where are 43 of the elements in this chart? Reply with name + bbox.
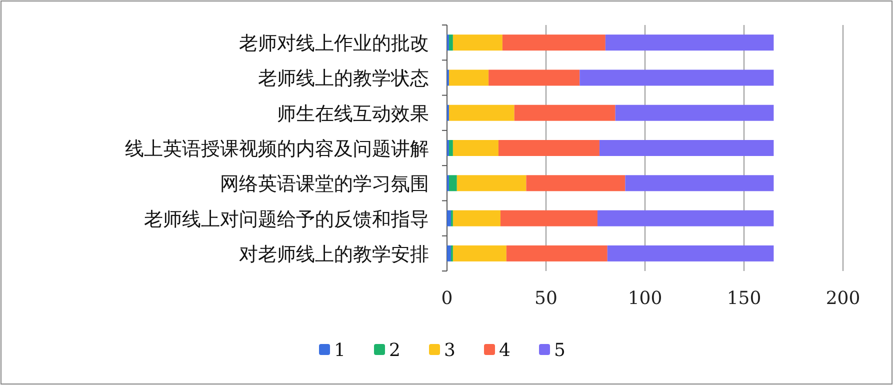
bar: [599, 140, 774, 156]
bar: [452, 140, 498, 156]
legend-label: 5: [554, 340, 566, 361]
y-tick-label: 师生在线互动效果: [277, 102, 429, 125]
y-tick-label: 线上英语授课视频的内容及问题讲解: [125, 138, 429, 160]
bar: [498, 140, 600, 156]
bar: [500, 210, 598, 226]
bar: [452, 210, 500, 226]
bar: [514, 104, 616, 121]
y-tick-label: 对老师线上的教学安排: [239, 243, 429, 266]
legend-label: 2: [389, 340, 400, 361]
x-tick-label: 0: [441, 288, 453, 309]
bar: [506, 245, 608, 262]
y-tick-label: 老师线上对问题给予的反馈和指导: [144, 208, 429, 230]
bar: [448, 70, 489, 86]
bar: [615, 104, 774, 121]
bar: [526, 175, 626, 192]
y-tick-label: 老师线上的教学状态: [258, 68, 429, 90]
bar: [580, 70, 774, 86]
bar: [488, 70, 580, 86]
legend-label: 3: [444, 340, 456, 361]
bar: [448, 104, 514, 121]
bar: [625, 175, 774, 192]
bar: [452, 245, 506, 262]
bar: [448, 34, 453, 51]
y-tick-label: 老师对线上作业的批改: [239, 32, 429, 55]
bar: [448, 140, 453, 156]
x-tick-label: 200: [826, 288, 860, 309]
bar: [456, 175, 526, 192]
legend-label: 4: [499, 340, 510, 361]
x-tick-label: 100: [628, 288, 662, 309]
bar: [605, 34, 774, 51]
bar: [597, 210, 774, 226]
y-tick-label: 网络英语课堂的学习氛围: [220, 173, 429, 196]
x-tick-label: 50: [534, 288, 558, 309]
bar: [452, 34, 502, 51]
bar: [607, 245, 774, 262]
x-tick-label: 150: [726, 288, 762, 309]
bar: [502, 34, 606, 51]
bar: [448, 175, 457, 192]
legend-label: 1: [334, 340, 346, 361]
bar: [447, 210, 451, 226]
bar: [447, 245, 451, 262]
